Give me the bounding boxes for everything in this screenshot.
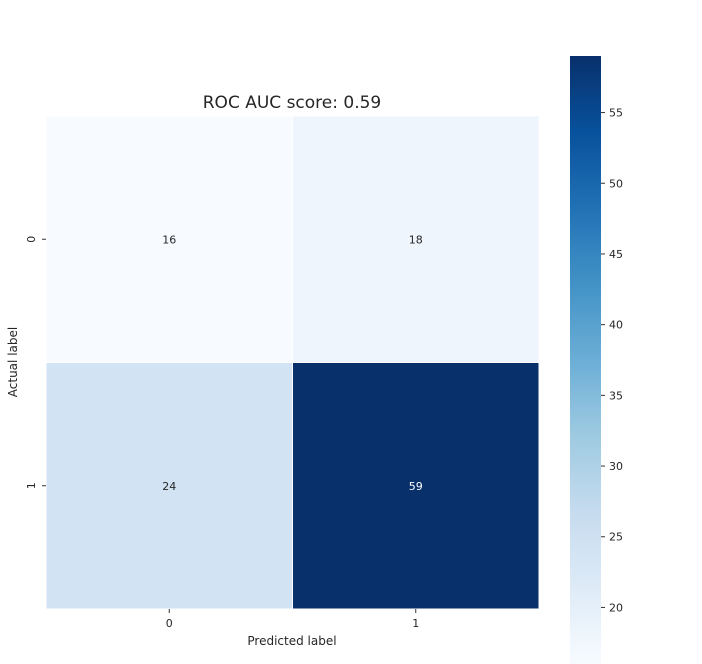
heatmap-cells: 16 18 24 59 [45, 115, 540, 610]
colorbar-ticks: 20 25 30 35 40 45 50 55 [601, 107, 623, 614]
x-tick-label-1: 1 [412, 617, 419, 630]
cell-value-1-0: 24 [162, 480, 176, 493]
colorbar-tick-label-2: 30 [609, 460, 623, 473]
heatmap-cell-0-0 [45, 115, 293, 363]
colorbar-tick-label-6: 50 [609, 177, 623, 190]
cell-value-0-1: 18 [409, 233, 423, 246]
x-tick-label-0: 0 [166, 617, 173, 630]
y-tick-label-0: 0 [25, 236, 38, 243]
colorbar-tick-label-1: 25 [609, 531, 623, 544]
y-axis-ticks: 01 [25, 236, 46, 489]
heatmap-cell-1-1 [292, 362, 540, 610]
colorbar-tick-label-3: 35 [609, 389, 623, 402]
colorbar-tick-label-0: 20 [609, 601, 623, 614]
x-axis-label: Predicted label [247, 634, 336, 648]
colorbar-gradient [570, 56, 601, 664]
y-tick-label-1: 1 [25, 482, 38, 489]
colorbar: 20 25 30 35 40 45 50 55 [570, 56, 623, 664]
colorbar-tick-label-5: 45 [609, 248, 623, 261]
cell-value-1-1: 59 [409, 480, 423, 493]
heatmap-cell-0-1 [292, 115, 540, 363]
colorbar-tick-label-7: 55 [609, 107, 623, 120]
colorbar-tick-label-4: 40 [609, 319, 623, 332]
y-axis-label: Actual label [6, 327, 20, 397]
heatmap-cell-1-0 [45, 362, 293, 610]
cell-value-0-0: 16 [162, 233, 176, 246]
chart-title: ROC AUC score: 0.59 [203, 93, 381, 113]
